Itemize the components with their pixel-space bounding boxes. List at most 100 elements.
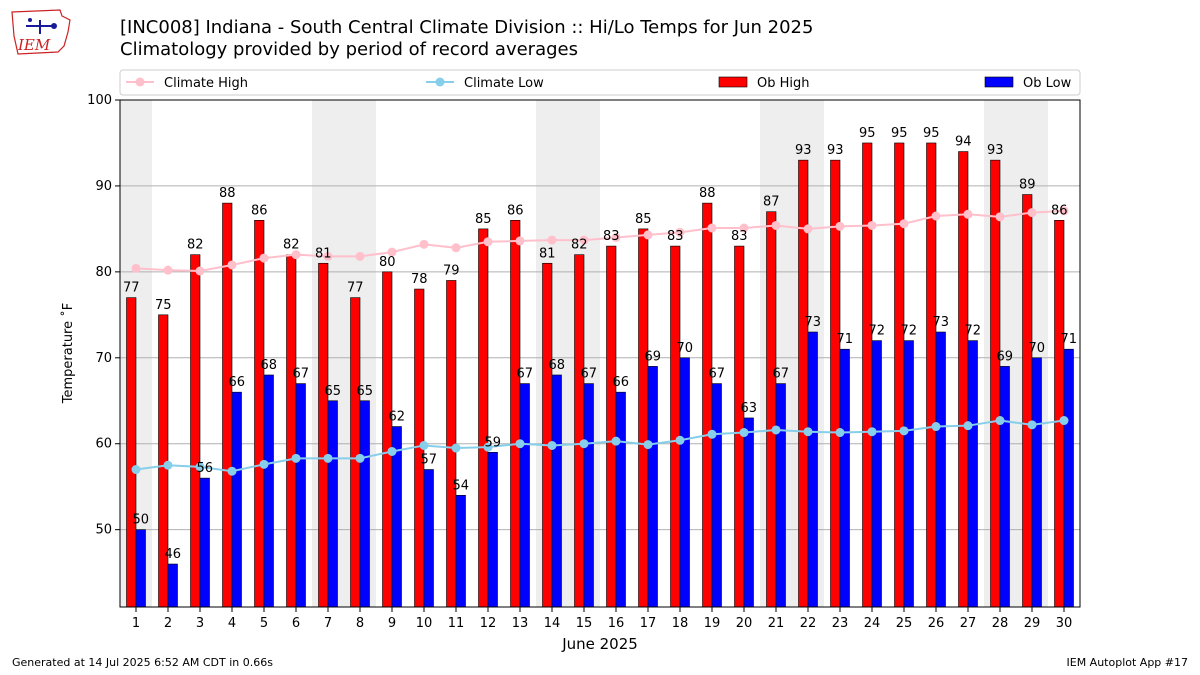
ob-high-bar-label: 78 xyxy=(411,272,428,287)
x-tick-label: 26 xyxy=(928,616,945,631)
ob-high-bar-label: 83 xyxy=(731,229,748,244)
ob-low-bar-label: 69 xyxy=(996,349,1013,364)
ob-high-bar xyxy=(734,245,745,608)
ob-high-bar-label: 85 xyxy=(635,212,652,227)
ob-low-bar-label: 72 xyxy=(964,324,981,339)
climate-low-point xyxy=(547,440,557,450)
climate-high-point xyxy=(803,224,813,234)
climate-high-point xyxy=(1027,208,1037,218)
ob-low-bar xyxy=(263,374,274,608)
ob-high-bar-label: 86 xyxy=(1051,203,1068,218)
ob-low-bar-label: 71 xyxy=(1060,332,1077,347)
climate-high-point xyxy=(739,223,749,233)
climate-high-point xyxy=(867,220,877,230)
ob-high-bar xyxy=(990,159,1001,608)
ob-low-bar xyxy=(999,366,1010,608)
ob-low-bar-label: 71 xyxy=(836,332,853,347)
climate-low-point xyxy=(899,426,909,436)
ob-high-bar xyxy=(478,228,489,608)
ob-low-bar-label: 57 xyxy=(420,453,437,468)
ob-low-bar-label: 67 xyxy=(708,367,725,382)
ob-low-bar xyxy=(871,340,882,608)
climate-low-point xyxy=(835,428,845,438)
ob-high-bar xyxy=(862,142,873,608)
climate-high-point xyxy=(579,235,589,245)
ob-high-bar-label: 88 xyxy=(219,186,236,201)
climate-high-point xyxy=(963,209,973,219)
ob-low-bar-label: 50 xyxy=(132,513,149,528)
climate-high-point xyxy=(355,251,365,261)
climate-low-point xyxy=(931,422,941,432)
climate-low-point xyxy=(771,425,781,435)
ob-low-bar xyxy=(487,452,498,608)
y-tick-label: 60 xyxy=(95,437,112,452)
ob-high-bar xyxy=(446,280,457,608)
climate-low-point xyxy=(1059,416,1069,426)
climate-high-point xyxy=(931,211,941,221)
ob-high-bar xyxy=(638,228,649,608)
x-tick-label: 6 xyxy=(292,616,300,631)
ob-low-bar xyxy=(903,340,914,608)
x-tick-label: 25 xyxy=(896,616,913,631)
ob-low-bar xyxy=(327,400,338,608)
climate-high-point xyxy=(451,243,461,253)
ob-low-bar xyxy=(743,417,754,608)
ob-low-bar xyxy=(455,494,466,608)
climate-high-point xyxy=(419,239,429,249)
ob-high-bar-label: 80 xyxy=(379,255,396,270)
x-tick-label: 3 xyxy=(196,616,204,631)
climate-lines xyxy=(131,206,1069,476)
climate-low-point xyxy=(867,427,877,437)
logo-text: IEM xyxy=(17,36,51,54)
ob-low-bar-label: 66 xyxy=(612,375,629,390)
legend-box xyxy=(119,69,1081,96)
x-tick-label: 28 xyxy=(992,616,1009,631)
iem-logo: IEM xyxy=(8,6,80,60)
ob-low-bar xyxy=(935,331,946,608)
ob-low-bar xyxy=(199,477,210,608)
x-tick-label: 23 xyxy=(832,616,849,631)
x-tick-label: 8 xyxy=(356,616,364,631)
ob-low-bar xyxy=(967,340,978,608)
climate-low-point xyxy=(131,465,141,475)
climate-low-point xyxy=(387,446,397,456)
climate-low-point xyxy=(291,453,301,463)
ob-low-bar-label: 67 xyxy=(516,367,533,382)
climate-low-point xyxy=(643,440,653,450)
climate-high-point xyxy=(1059,206,1069,216)
climate-low-point xyxy=(515,439,525,449)
y-tick-label: 80 xyxy=(95,265,112,280)
climate-high-point xyxy=(643,230,653,240)
climate-high-point xyxy=(483,237,493,247)
y-tick-label: 70 xyxy=(95,351,112,366)
ob-high-bar xyxy=(606,245,617,608)
x-tick-label: 10 xyxy=(416,616,433,631)
ob-high-bar-label: 79 xyxy=(443,263,460,278)
ob-low-bar xyxy=(711,383,722,608)
ob-low-bar-label: 59 xyxy=(484,435,501,450)
climate-low-point xyxy=(483,442,493,452)
climate-low-point xyxy=(675,435,685,445)
x-tick-label: 14 xyxy=(544,616,561,631)
ob-high-bar xyxy=(542,262,553,608)
x-tick-label: 21 xyxy=(768,616,785,631)
climate-high-point xyxy=(547,235,557,245)
x-tick-label: 19 xyxy=(704,616,721,631)
ob-low-bar-label: 68 xyxy=(260,358,277,373)
climate-low-point xyxy=(419,440,429,450)
ob-high-bar-label: 93 xyxy=(795,143,812,158)
climate-high-point xyxy=(835,221,845,231)
ob-low-bar-label: 46 xyxy=(164,547,181,562)
ob-low-bar xyxy=(359,400,370,608)
ob-low-bar-label: 67 xyxy=(580,367,597,382)
y-axis-label: Temperature ˚F xyxy=(60,303,76,404)
ob-low-bar-label: 63 xyxy=(740,401,757,416)
climate-low-point xyxy=(995,416,1005,426)
x-tick-label: 9 xyxy=(388,616,396,631)
x-tick-label: 20 xyxy=(736,616,753,631)
x-tick-label: 29 xyxy=(1024,616,1041,631)
ob-low-bar-label: 66 xyxy=(228,375,245,390)
climate-low-point xyxy=(579,439,589,449)
climate-low-point xyxy=(803,427,813,437)
